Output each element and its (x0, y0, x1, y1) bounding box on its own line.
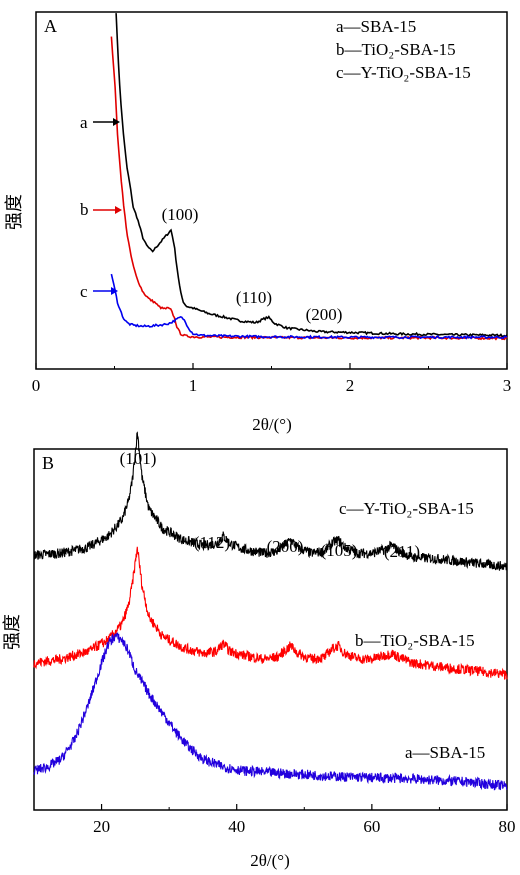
panel-a-x-ticks: 0 1 2 3 (32, 363, 512, 395)
x-tick-label: 20 (93, 817, 110, 836)
legend-entry-b: b—TiO₂-SBA-15 (336, 40, 456, 59)
series-label-b: b (80, 200, 89, 219)
series-label-b-b: b—TiO₂-SBA-15 (355, 631, 475, 650)
series-label-c: c (80, 282, 88, 301)
peak-label-101: (101) (120, 449, 157, 468)
panel-a-y-axis-label: 强度 (4, 194, 24, 230)
panel-b-x-axis-label: 2θ/(°) (250, 851, 290, 870)
series-label-b-c: c—Y-TiO₂-SBA-15 (339, 499, 474, 518)
series-b-line (110, 36, 508, 341)
panel-a: A 0 1 2 3 2θ/(°) 强度 a—SBA-15 b—TiO₂-SBA-15 … (4, 11, 512, 434)
panel-a-x-axis-label: 2θ/(°) (252, 415, 292, 434)
xrd-series-c-line (33, 431, 508, 571)
series-label-b-a: a—SBA-15 (405, 743, 485, 762)
x-tick-label: 80 (499, 817, 516, 836)
xrd-series-a-line (33, 632, 508, 791)
panel-b: B 20 40 60 80 2θ/(°) 强度 c—Y-TiO₂-SBA-15 b—T… (2, 431, 516, 870)
peak-label-100: (100) (162, 205, 199, 224)
x-tick-label: 3 (503, 376, 512, 395)
peak-label-200: (200) (306, 305, 343, 324)
peak-label-211: (211) (384, 542, 420, 561)
peak-label-110: (110) (236, 288, 272, 307)
series-arrowhead-c (111, 287, 118, 295)
panel-b-series (33, 431, 508, 791)
panel-a-series-labels: a b c (80, 113, 122, 301)
series-c-line (110, 273, 508, 340)
panel-b-letter: B (42, 453, 54, 473)
peak-label-200b: (200) (267, 537, 304, 556)
panel-b-x-ticks: 20 40 60 80 (33, 804, 516, 836)
legend-entry-c: c—Y-TiO₂-SBA-15 (336, 63, 471, 82)
series-a-line (115, 13, 508, 338)
peak-label-112: (112) (194, 533, 230, 552)
series-arrowhead-a (113, 118, 120, 126)
legend-entry-a: a—SBA-15 (336, 17, 416, 36)
panel-b-frame (33, 448, 508, 811)
series-arrowhead-b (115, 206, 122, 214)
peak-label-105: (105) (321, 541, 358, 560)
panel-a-legend: a—SBA-15 b—TiO₂-SBA-15 c—Y-TiO₂-SBA-15 (336, 17, 471, 82)
panel-a-letter: A (44, 16, 57, 36)
panel-b-y-axis-label: 强度 (2, 614, 22, 650)
x-tick-label: 40 (228, 817, 245, 836)
x-tick-label: 0 (32, 376, 41, 395)
x-tick-label: 2 (346, 376, 355, 395)
panel-a-series (110, 13, 508, 341)
x-tick-label: 60 (363, 817, 380, 836)
x-tick-label: 1 (189, 376, 198, 395)
series-label-a: a (80, 113, 88, 132)
